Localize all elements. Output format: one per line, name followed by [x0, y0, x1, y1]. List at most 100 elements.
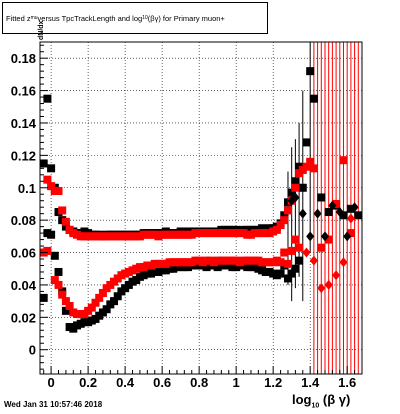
title-sub-mu: mu	[30, 15, 38, 21]
x-tick-label: 0.2	[79, 375, 97, 390]
square-marker	[91, 298, 100, 307]
square-marker	[317, 243, 326, 252]
diamond-marker	[298, 208, 307, 219]
x-axis-label-rest: (β γ)	[319, 392, 351, 407]
square-marker	[295, 256, 304, 265]
chart-title: Fitted z mu versus TpcTrackLength and log…	[2, 2, 268, 34]
title-prefix: Fitted z	[6, 13, 31, 23]
title-sub-10: 10	[142, 15, 148, 21]
square-marker	[283, 206, 292, 215]
x-tick-label: 1.4	[301, 375, 320, 390]
square-marker	[54, 267, 63, 276]
square-marker	[110, 297, 119, 306]
square-marker	[283, 259, 292, 268]
square-marker	[50, 251, 59, 260]
data-markers	[39, 67, 363, 333]
diamond-marker	[339, 257, 348, 268]
square-marker	[58, 290, 67, 299]
plot-frame	[39, 41, 363, 375]
title-suffix: (βγ) for Primary muon+	[147, 13, 225, 23]
x-axis-label-sub: 10	[311, 402, 320, 410]
x-tick-label: 0.4	[116, 375, 135, 390]
x-axis-label-main: log	[292, 392, 312, 407]
x-tick-label: 1.6	[338, 375, 356, 390]
square-marker	[291, 177, 300, 186]
square-marker	[339, 156, 348, 165]
square-marker	[291, 235, 300, 244]
square-marker	[354, 211, 363, 220]
square-marker	[339, 211, 348, 220]
square-marker	[43, 246, 52, 255]
square-marker	[306, 67, 315, 76]
y-tick-label: 0.18	[11, 51, 36, 66]
square-marker	[47, 230, 56, 239]
x-tick-label: 0	[47, 375, 54, 390]
diamond-marker	[302, 247, 311, 258]
tick-labels: 0 0.2 0.4 0.6 0.8 1 1.2 1.4 1.6 0 0.02 0.04 0.06 0.08…	[11, 51, 357, 390]
square-marker	[47, 182, 56, 191]
square-marker	[95, 293, 104, 302]
y-tick-label: 0.06	[11, 246, 36, 261]
y-tick-label: 0.08	[11, 213, 36, 228]
square-marker	[87, 303, 96, 312]
square-marker	[287, 269, 296, 278]
square-marker	[317, 193, 326, 202]
square-marker	[43, 94, 52, 103]
diamond-marker	[320, 231, 329, 242]
square-marker	[291, 183, 300, 192]
square-marker	[102, 305, 111, 314]
y-tick-label: 0.16	[11, 84, 36, 99]
y-tick-label: 0.14	[11, 116, 37, 131]
y-tick-label: 0.1	[18, 181, 36, 196]
square-marker	[302, 162, 311, 171]
diamond-marker	[291, 192, 300, 203]
square-marker	[346, 229, 355, 238]
diamond-marker	[324, 279, 333, 290]
y-tick-label: 0.04	[11, 278, 37, 293]
square-marker	[287, 188, 296, 197]
y-axis-label: dN/dx	[38, 20, 45, 40]
square-marker	[306, 157, 315, 166]
y-tick-label: 0.02	[11, 310, 36, 325]
diamond-marker	[346, 213, 355, 224]
square-marker	[54, 186, 63, 195]
square-marker	[295, 243, 304, 252]
square-marker	[61, 217, 70, 226]
square-marker	[272, 225, 281, 234]
diamond-marker	[317, 283, 326, 294]
square-marker	[280, 248, 289, 257]
x-axis-label: log10 (β γ)	[292, 392, 350, 410]
square-marker	[309, 94, 318, 103]
square-marker	[291, 264, 300, 273]
diamond-marker	[328, 200, 337, 211]
diamond-marker	[313, 208, 322, 219]
square-marker	[346, 204, 355, 213]
square-marker	[61, 297, 70, 306]
square-marker	[39, 159, 48, 168]
square-marker	[287, 246, 296, 255]
diamond-marker	[306, 231, 315, 242]
diamond-marker	[332, 270, 341, 281]
y-tick-label: 0	[29, 343, 36, 358]
x-tick-label: 1	[233, 375, 240, 390]
square-marker	[98, 289, 107, 298]
timestamp-footer: Wed Jan 31 10:57:46 2018	[4, 400, 103, 409]
square-marker	[309, 164, 318, 173]
square-marker	[283, 274, 292, 283]
square-marker	[61, 306, 70, 315]
square-marker	[280, 211, 289, 220]
square-marker	[332, 199, 341, 208]
title-mid: versus TpcTrackLength and log	[37, 13, 143, 23]
x-tick-label: 0.8	[190, 375, 208, 390]
square-marker	[324, 235, 333, 244]
diamond-marker	[309, 255, 318, 266]
square-marker	[54, 280, 63, 289]
square-marker	[276, 221, 285, 230]
diamond-marker	[343, 231, 352, 242]
square-marker	[47, 164, 56, 173]
square-marker	[276, 269, 285, 278]
square-marker	[43, 175, 52, 184]
y-tick-label: 0.12	[11, 148, 36, 163]
x-tick-label: 1.2	[264, 375, 282, 390]
